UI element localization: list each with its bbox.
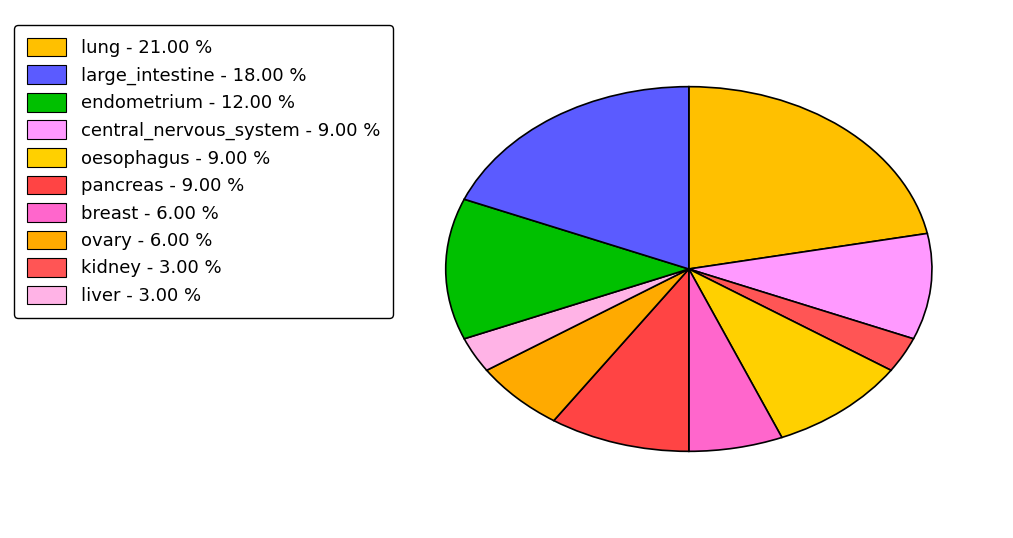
Wedge shape (464, 87, 689, 269)
Wedge shape (486, 269, 689, 421)
Wedge shape (554, 269, 689, 451)
Wedge shape (689, 233, 932, 339)
Wedge shape (464, 269, 689, 370)
Wedge shape (689, 269, 914, 370)
Wedge shape (446, 199, 689, 339)
Wedge shape (689, 269, 782, 451)
Wedge shape (689, 87, 927, 269)
Wedge shape (689, 269, 891, 437)
Legend: lung - 21.00 %, large_intestine - 18.00 %, endometrium - 12.00 %, central_nervou: lung - 21.00 %, large_intestine - 18.00 … (14, 25, 393, 317)
